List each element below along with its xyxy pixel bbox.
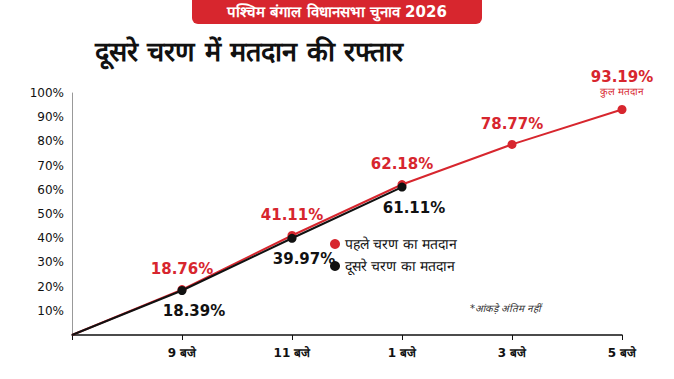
svg-text:62.18%: 62.18% <box>371 155 433 173</box>
svg-text:20%: 20% <box>37 280 64 294</box>
svg-text:पश्चिम बंगाल विधानसभा चुनाव 20: पश्चिम बंगाल विधानसभा चुनाव 2026 <box>226 3 447 22</box>
svg-text:100%: 100% <box>30 86 64 100</box>
svg-text:*आंकड़े अंतिम नहीं: *आंकड़े अंतिम नहीं <box>470 303 543 314</box>
svg-text:5 बजे: 5 बजे <box>608 346 638 360</box>
svg-text:60%: 60% <box>37 183 64 197</box>
svg-text:पहले चरण का मतदान: पहले चरण का मतदान <box>345 236 457 252</box>
svg-text:90%: 90% <box>37 110 64 124</box>
svg-text:39.97%: 39.97% <box>273 250 335 268</box>
svg-text:11 बजे: 11 बजे <box>274 346 312 360</box>
svg-text:18.76%: 18.76% <box>151 260 213 278</box>
svg-text:40%: 40% <box>37 231 64 245</box>
svg-text:3 बजे: 3 बजे <box>498 346 528 360</box>
svg-text:10%: 10% <box>37 304 64 318</box>
svg-text:1 बजे: 1 बजे <box>388 346 418 360</box>
svg-text:93.19%: 93.19% <box>591 68 653 86</box>
svg-text:9 बजे: 9 बजे <box>168 346 198 360</box>
svg-text:70%: 70% <box>37 159 64 173</box>
svg-text:दूसरे चरण में मतदान की रफ्तार: दूसरे चरण में मतदान की रफ्तार <box>94 36 404 70</box>
svg-text:30%: 30% <box>37 255 64 269</box>
svg-text:80%: 80% <box>37 134 64 148</box>
svg-text:18.39%: 18.39% <box>163 302 225 320</box>
svg-text:78.77%: 78.77% <box>481 115 543 133</box>
svg-text:61.11%: 61.11% <box>383 199 445 217</box>
svg-text:दूसरे चरण का मतदान: दूसरे चरण का मतदान <box>345 258 455 276</box>
svg-text:50%: 50% <box>37 207 64 221</box>
svg-text:कुल मतदान: कुल मतदान <box>600 86 644 98</box>
svg-text:41.11%: 41.11% <box>261 206 323 224</box>
